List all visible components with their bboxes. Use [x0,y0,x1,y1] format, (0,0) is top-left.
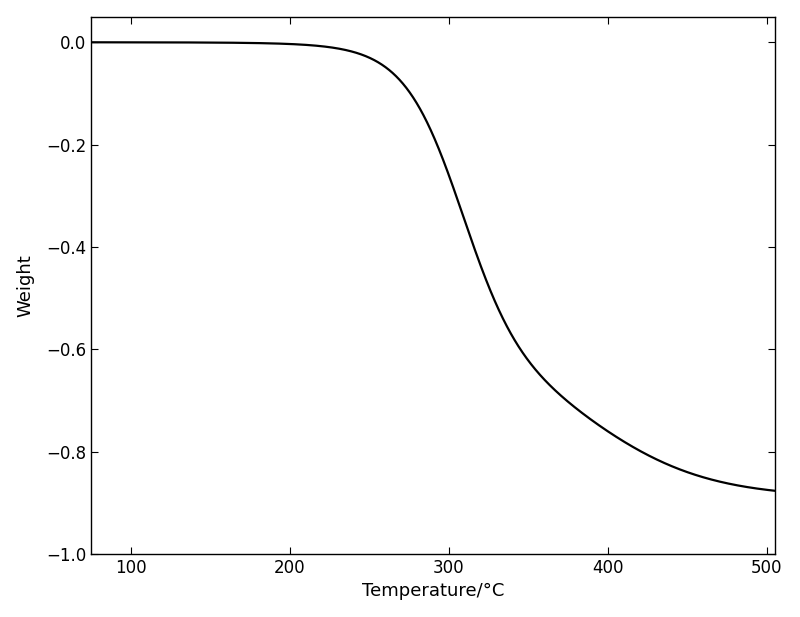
X-axis label: Temperature/°C: Temperature/°C [362,582,504,600]
Y-axis label: Weight: Weight [17,254,34,317]
